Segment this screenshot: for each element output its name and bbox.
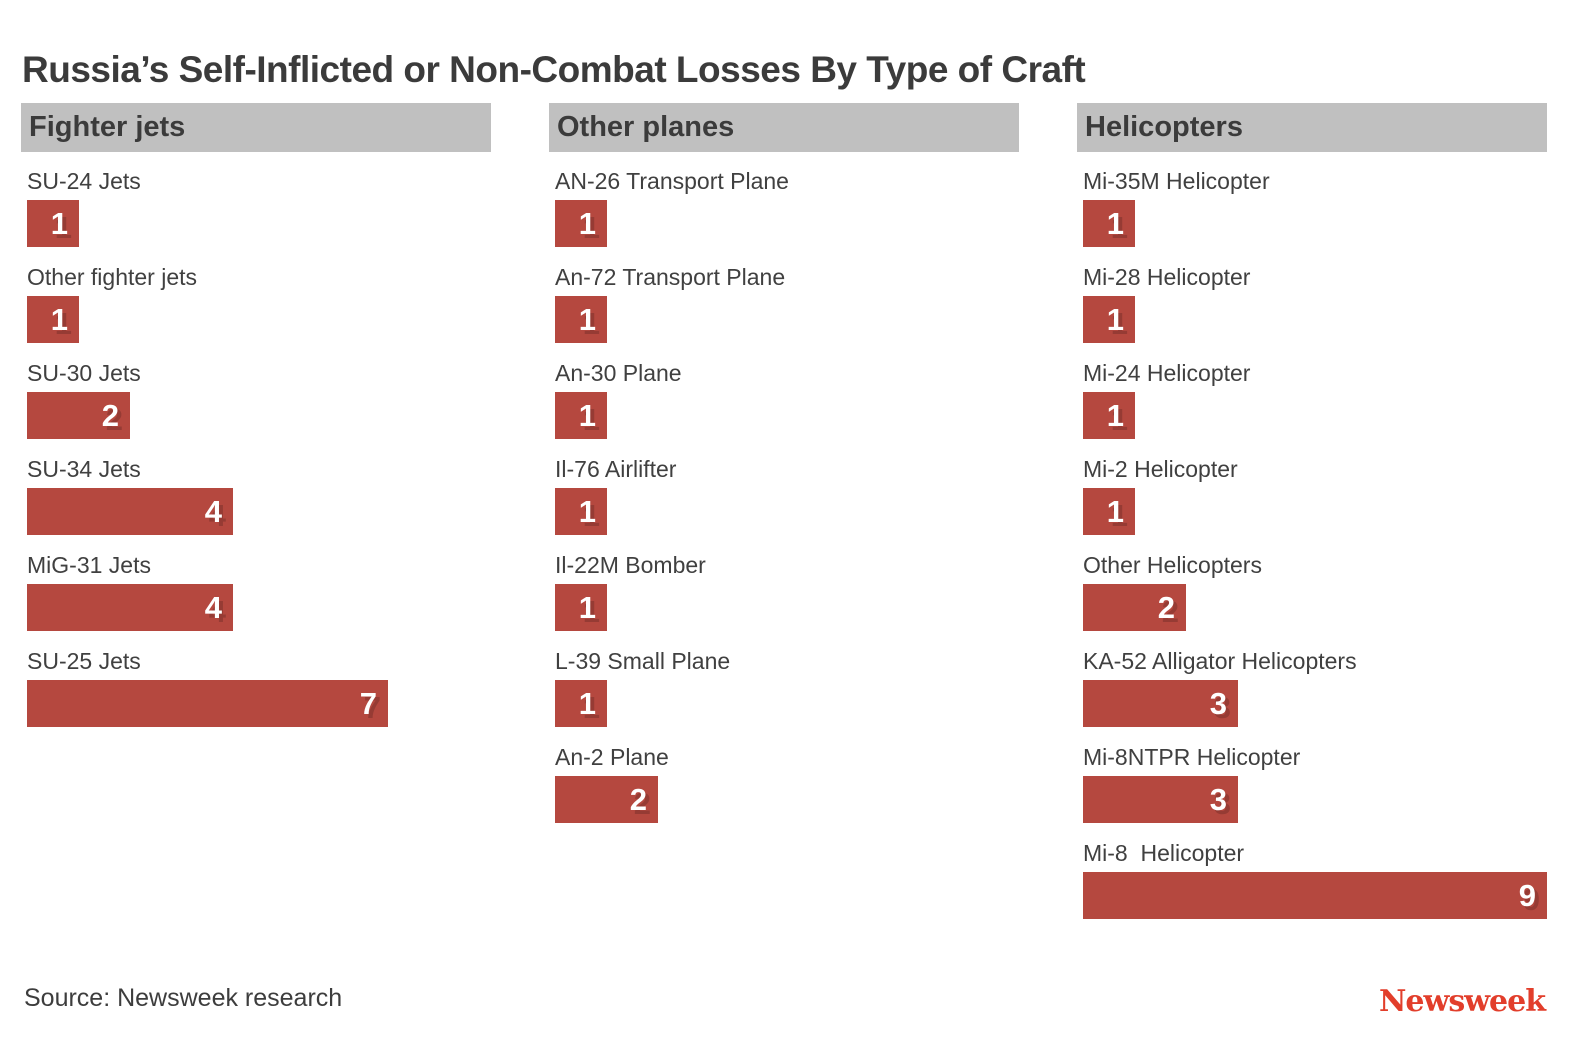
bar-value: 1 — [578, 205, 596, 241]
source-note: Source: Newsweek research — [24, 984, 343, 1012]
bar-row-an-2-plane: An-2 Plane 2 — [555, 744, 1019, 840]
bar: 1 — [555, 392, 607, 439]
bar-label: L-39 Small Plane — [555, 648, 731, 674]
bar-value: 1 — [1106, 301, 1124, 337]
bar: 1 — [27, 296, 79, 343]
bar-row-il-22m-bomber: Il-22M Bomber 1 — [555, 552, 1019, 648]
bar-value: 1 — [1106, 205, 1124, 241]
bar: 1 — [555, 584, 607, 631]
bar-label: Mi-24 Helicopter — [1083, 360, 1251, 386]
bar: 1 — [1083, 296, 1135, 343]
bar-label: AN-26 Transport Plane — [555, 168, 789, 194]
bar-row-other-fighter-jets: Other fighter jets 1 — [27, 264, 491, 360]
bar-row-mi-2-helicopter: Mi-2 Helicopter 1 — [1083, 456, 1547, 552]
bar: 2 — [555, 776, 658, 823]
bar-label: Mi-8 Helicopter — [1083, 840, 1245, 866]
bar-value: 1 — [578, 397, 596, 433]
bar: 1 — [555, 200, 607, 247]
bar-row-mi-28-helicopter: Mi-28 Helicopter 1 — [1083, 264, 1547, 360]
bar: 1 — [555, 488, 607, 535]
bar-value: 4 — [204, 493, 222, 529]
bar-row-su-25-jets: SU-25 Jets 7 — [27, 648, 491, 744]
bar-label: MiG-31 Jets — [27, 552, 151, 578]
bar-value: 1 — [50, 301, 68, 337]
column-rows: Mi-35M Helicopter 1 Mi-28 Helicopter 1 Mi-24… — [1077, 168, 1547, 936]
bar-row-other-helicopters: Other Helicopters 2 — [1083, 552, 1547, 648]
column-rows: SU-24 Jets 1 Other fighter jets 1 SU-30 Jets… — [21, 168, 491, 744]
bar: 7 — [27, 680, 388, 727]
column-fighter-jets: Fighter jets SU-24 Jets 1 Other fighter jet… — [21, 103, 491, 936]
bar-row-mi-35m-helicopter: Mi-35M Helicopter 1 — [1083, 168, 1547, 264]
bar: 1 — [1083, 392, 1135, 439]
chart-title: Russia’s Self-Inflicted or Non-Combat Lo… — [22, 48, 1086, 90]
column-other-planes: Other planes AN-26 Transport Plane 1 An-72 … — [549, 103, 1019, 936]
bar-value: 1 — [1106, 397, 1124, 433]
bar-label: Other Helicopters — [1083, 552, 1262, 578]
bar-value: 2 — [629, 781, 647, 817]
bar-label: KA-52 Alligator Helicopters — [1083, 648, 1357, 674]
bar-label: Il-22M Bomber — [555, 552, 706, 578]
bar-row-an-30-plane: An-30 Plane 1 — [555, 360, 1019, 456]
bar-label: SU-34 Jets — [27, 456, 141, 482]
bar: 3 — [1083, 776, 1238, 823]
bar-label: Mi-2 Helicopter — [1083, 456, 1238, 482]
bar: 1 — [27, 200, 79, 247]
column-helicopters: Helicopters Mi-35M Helicopter 1 Mi-28 Helic… — [1077, 103, 1547, 936]
chart-columns: Fighter jets SU-24 Jets 1 Other fighter jet… — [21, 103, 1547, 936]
bar: 4 — [27, 584, 233, 631]
bar: 9 — [1083, 872, 1547, 919]
bar-value: 7 — [359, 685, 377, 721]
bar: 1 — [555, 296, 607, 343]
bar-value: 3 — [1209, 781, 1227, 817]
bar-value: 1 — [578, 685, 596, 721]
bar-label: Il-76 Airlifter — [555, 456, 677, 482]
bar-value: 4 — [204, 589, 222, 625]
bar-row-su-34-jets: SU-34 Jets 4 — [27, 456, 491, 552]
bar-label: SU-30 Jets — [27, 360, 141, 386]
bar: 2 — [1083, 584, 1186, 631]
bar-label: SU-24 Jets — [27, 168, 141, 194]
bar-row-su-30-jets: SU-30 Jets 2 — [27, 360, 491, 456]
bar-row-mi-8ntpr-helicopter: Mi-8NTPR Helicopter 3 — [1083, 744, 1547, 840]
bar-value: 1 — [50, 205, 68, 241]
bar-row-an-72-transport-plane: An-72 Transport Plane 1 — [555, 264, 1019, 360]
bar-value: 2 — [101, 397, 119, 433]
bar-value: 3 — [1209, 685, 1227, 721]
bar-row-mi-8-helicopter: Mi-8 Helicopter 9 — [1083, 840, 1547, 936]
bar-label: Mi-28 Helicopter — [1083, 264, 1251, 290]
bar-row-l-39-small-plane: L-39 Small Plane 1 — [555, 648, 1019, 744]
bar-row-mi-24-helicopter: Mi-24 Helicopter 1 — [1083, 360, 1547, 456]
bar-label: An-72 Transport Plane — [555, 264, 786, 290]
bar-row-mig-31-jets: MiG-31 Jets 4 — [27, 552, 491, 648]
bar-label: SU-25 Jets — [27, 648, 141, 674]
bar: 3 — [1083, 680, 1238, 727]
bar-value: 1 — [578, 301, 596, 337]
bar: 4 — [27, 488, 233, 535]
column-header-other-planes: Other planes — [549, 103, 1019, 152]
bar-row-an-26-transport-plane: AN-26 Transport Plane 1 — [555, 168, 1019, 264]
column-header-fighter-jets: Fighter jets — [21, 103, 491, 152]
bar-row-ka-52-alligator-helicopters: KA-52 Alligator Helicopters 3 — [1083, 648, 1547, 744]
column-rows: AN-26 Transport Plane 1 An-72 Transport Pl… — [549, 168, 1019, 840]
bar-value: 1 — [1106, 493, 1124, 529]
bar-label: Mi-35M Helicopter — [1083, 168, 1270, 194]
bar-value: 9 — [1518, 877, 1536, 913]
bar-label: Mi-8NTPR Helicopter — [1083, 744, 1301, 770]
bar-value: 2 — [1157, 589, 1175, 625]
bar: 2 — [27, 392, 130, 439]
bar-label: Other fighter jets — [27, 264, 198, 290]
bar-label: An-2 Plane — [555, 744, 669, 770]
bar: 1 — [555, 680, 607, 727]
bar-value: 1 — [578, 589, 596, 625]
bar-row-il-76-airlifter: Il-76 Airlifter 1 — [555, 456, 1019, 552]
bar: 1 — [1083, 200, 1135, 247]
bar-label: An-30 Plane — [555, 360, 682, 386]
column-header-helicopters: Helicopters — [1077, 103, 1547, 152]
bar-row-su-24-jets: SU-24 Jets 1 — [27, 168, 491, 264]
newsweek-logo: Newsweek — [1378, 984, 1546, 1019]
bar-value: 1 — [578, 493, 596, 529]
bar: 1 — [1083, 488, 1135, 535]
